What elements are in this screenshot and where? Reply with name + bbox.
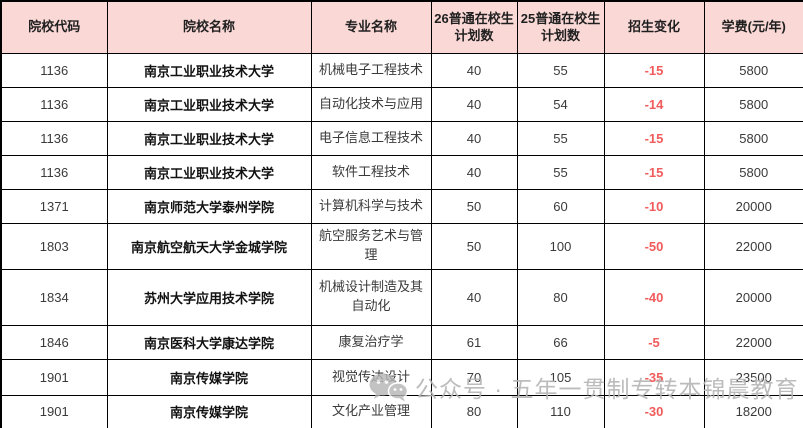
col-header-change: 招生变化 bbox=[603, 0, 705, 54]
cell-plan26: 70 bbox=[430, 358, 518, 396]
cell-major: 文化产业管理 bbox=[310, 394, 432, 428]
table-row: 1846 南京医科大学康达学院 康复治疗学 61 66 -5 22000 bbox=[0, 324, 803, 360]
cell-plan25: 55 bbox=[516, 52, 605, 88]
cell-plan25: 110 bbox=[516, 394, 605, 428]
cell-college: 南京工业职业技术大学 bbox=[106, 120, 312, 156]
cell-plan26: 61 bbox=[430, 324, 518, 360]
cell-code: 1136 bbox=[0, 120, 108, 156]
col-header-major: 专业名称 bbox=[310, 0, 432, 54]
cell-plan25: 80 bbox=[516, 268, 605, 326]
cell-plan26: 40 bbox=[430, 268, 518, 326]
table-row: 1834 苏州大学应用技术学院 机械设计制造及其自动化 40 80 -40 20… bbox=[0, 268, 803, 326]
cell-college: 南京传媒学院 bbox=[106, 394, 312, 428]
col-header-plan25: 25普通在校生 计划数 bbox=[516, 0, 605, 54]
cell-code: 1846 bbox=[0, 324, 108, 360]
table-row: 1371 南京师范大学泰州学院 计算机科学与技术 50 60 -10 20000 bbox=[0, 188, 803, 224]
cell-change: -15 bbox=[603, 120, 705, 156]
cell-tuition: 22000 bbox=[703, 324, 803, 360]
header-row: 院校代码 院校名称 专业名称 26普通在校生 计划数 25普通在校生 计划数 招… bbox=[0, 0, 803, 54]
cell-change: -50 bbox=[603, 222, 705, 270]
cell-tuition: 5800 bbox=[703, 52, 803, 88]
cell-tuition: 20000 bbox=[703, 268, 803, 326]
cell-tuition: 18200 bbox=[703, 394, 803, 428]
cell-code: 1901 bbox=[0, 394, 108, 428]
cell-change: -10 bbox=[603, 188, 705, 224]
col-header-plan26: 26普通在校生 计划数 bbox=[430, 0, 518, 54]
cell-tuition: 22000 bbox=[703, 222, 803, 270]
cell-college: 南京医科大学康达学院 bbox=[106, 324, 312, 360]
cell-major: 视觉传达设计 bbox=[310, 358, 432, 396]
table-row: 1136 南京工业职业技术大学 电子信息工程技术 40 55 -15 5800 bbox=[0, 120, 803, 156]
cell-major: 机械电子工程技术 bbox=[310, 52, 432, 88]
cell-code: 1136 bbox=[0, 86, 108, 122]
cell-plan26: 80 bbox=[430, 394, 518, 428]
table-row: 1136 南京工业职业技术大学 自动化技术与应用 40 54 -14 5800 bbox=[0, 86, 803, 122]
cell-plan25: 55 bbox=[516, 120, 605, 156]
cell-change: -30 bbox=[603, 394, 705, 428]
cell-plan25: 60 bbox=[516, 188, 605, 224]
cell-plan25: 100 bbox=[516, 222, 605, 270]
cell-plan25: 105 bbox=[516, 358, 605, 396]
cell-plan26: 40 bbox=[430, 120, 518, 156]
table-row: 1803 南京航空航天大学金城学院 航空服务艺术与管理 50 100 -50 2… bbox=[0, 222, 803, 270]
cell-code: 1834 bbox=[0, 268, 108, 326]
cell-plan26: 40 bbox=[430, 86, 518, 122]
cell-college: 南京传媒学院 bbox=[106, 358, 312, 396]
cell-plan25: 55 bbox=[516, 154, 605, 190]
table-row: 1901 南京传媒学院 文化产业管理 80 110 -30 18200 bbox=[0, 394, 803, 428]
cell-major: 软件工程技术 bbox=[310, 154, 432, 190]
cell-code: 1901 bbox=[0, 358, 108, 396]
cell-change: -5 bbox=[603, 324, 705, 360]
cell-major: 计算机科学与技术 bbox=[310, 188, 432, 224]
cell-change: -35 bbox=[603, 358, 705, 396]
cell-major: 康复治疗学 bbox=[310, 324, 432, 360]
cell-plan26: 50 bbox=[430, 188, 518, 224]
col-header-code: 院校代码 bbox=[0, 0, 108, 54]
cell-tuition: 5800 bbox=[703, 120, 803, 156]
cell-college: 南京工业职业技术大学 bbox=[106, 52, 312, 88]
cell-code: 1136 bbox=[0, 154, 108, 190]
cell-major: 机械设计制造及其自动化 bbox=[310, 268, 432, 326]
cell-plan25: 54 bbox=[516, 86, 605, 122]
cell-college: 南京工业职业技术大学 bbox=[106, 86, 312, 122]
cell-code: 1136 bbox=[0, 52, 108, 88]
cell-plan26: 50 bbox=[430, 222, 518, 270]
cell-major: 自动化技术与应用 bbox=[310, 86, 432, 122]
cell-college: 南京师范大学泰州学院 bbox=[106, 188, 312, 224]
cell-tuition: 5800 bbox=[703, 86, 803, 122]
col-header-tuition: 学费(元/年) bbox=[703, 0, 803, 54]
cell-code: 1371 bbox=[0, 188, 108, 224]
cell-major: 航空服务艺术与管理 bbox=[310, 222, 432, 270]
cell-code: 1803 bbox=[0, 222, 108, 270]
cell-tuition: 5800 bbox=[703, 154, 803, 190]
col-header-college: 院校名称 bbox=[106, 0, 312, 54]
cell-plan26: 40 bbox=[430, 154, 518, 190]
table-row: 1136 南京工业职业技术大学 机械电子工程技术 40 55 -15 5800 bbox=[0, 52, 803, 88]
cell-college: 南京航空航天大学金城学院 bbox=[106, 222, 312, 270]
cell-college: 苏州大学应用技术学院 bbox=[106, 268, 312, 326]
cell-change: -15 bbox=[603, 52, 705, 88]
cell-change: -15 bbox=[603, 154, 705, 190]
cell-tuition: 23500 bbox=[703, 358, 803, 396]
cell-change: -40 bbox=[603, 268, 705, 326]
table-row: 1136 南京工业职业技术大学 软件工程技术 40 55 -15 5800 bbox=[0, 154, 803, 190]
cell-tuition: 20000 bbox=[703, 188, 803, 224]
cell-plan26: 40 bbox=[430, 52, 518, 88]
cell-plan25: 66 bbox=[516, 324, 605, 360]
cell-major: 电子信息工程技术 bbox=[310, 120, 432, 156]
cell-college: 南京工业职业技术大学 bbox=[106, 154, 312, 190]
cell-change: -14 bbox=[603, 86, 705, 122]
table-row: 1901 南京传媒学院 视觉传达设计 70 105 -35 23500 bbox=[0, 358, 803, 396]
